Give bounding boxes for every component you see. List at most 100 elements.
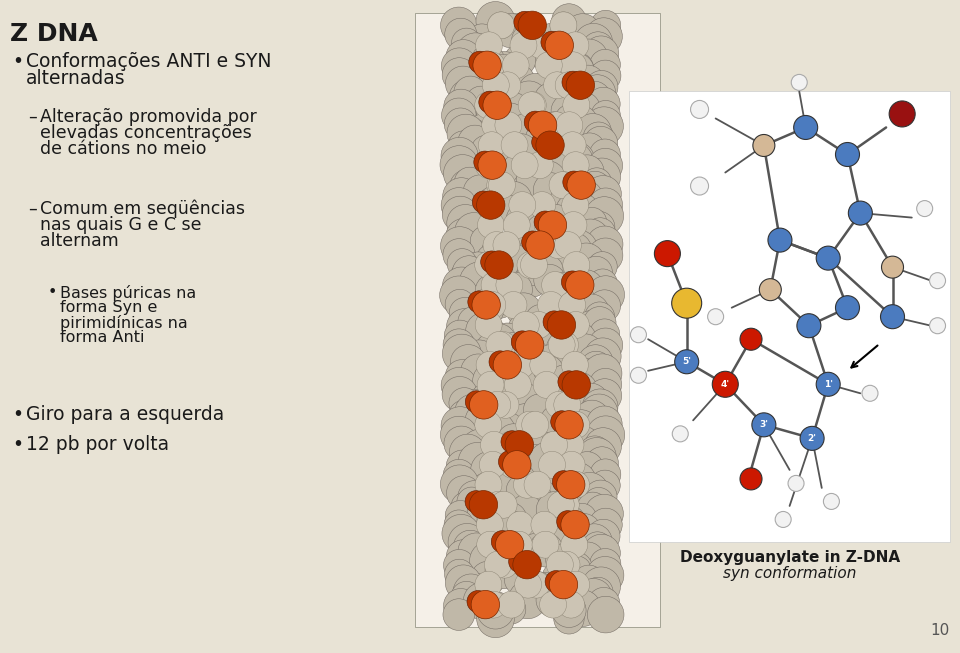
Circle shape [558, 371, 580, 393]
Circle shape [506, 201, 544, 239]
Circle shape [504, 44, 536, 76]
Circle shape [835, 142, 859, 167]
Circle shape [690, 101, 708, 118]
Circle shape [488, 554, 517, 584]
Circle shape [672, 288, 702, 318]
Circle shape [525, 311, 552, 338]
Circle shape [546, 454, 580, 487]
Circle shape [545, 63, 579, 97]
Circle shape [495, 182, 532, 218]
Circle shape [441, 227, 479, 265]
Circle shape [566, 270, 604, 307]
Circle shape [478, 132, 505, 159]
Circle shape [472, 191, 494, 213]
Circle shape [590, 10, 621, 40]
Circle shape [539, 451, 565, 478]
Circle shape [587, 276, 625, 313]
Circle shape [563, 171, 585, 193]
Circle shape [565, 106, 597, 137]
Circle shape [480, 413, 516, 448]
Text: Conformações ANTI e SYN: Conformações ANTI e SYN [26, 52, 272, 71]
Circle shape [457, 301, 490, 334]
Circle shape [588, 188, 623, 222]
Circle shape [584, 122, 613, 153]
Circle shape [455, 443, 485, 472]
Circle shape [524, 111, 546, 133]
Circle shape [482, 232, 518, 268]
Circle shape [566, 503, 597, 534]
Circle shape [534, 432, 568, 467]
Circle shape [534, 355, 564, 385]
Circle shape [493, 14, 528, 48]
Circle shape [555, 232, 582, 259]
Circle shape [759, 279, 781, 300]
Circle shape [447, 249, 477, 279]
Circle shape [752, 413, 776, 437]
Text: •: • [12, 405, 23, 424]
Circle shape [501, 245, 532, 276]
Circle shape [446, 40, 481, 74]
Circle shape [590, 459, 621, 490]
Circle shape [455, 389, 492, 426]
Circle shape [587, 416, 625, 454]
Circle shape [462, 252, 494, 285]
Circle shape [447, 131, 480, 163]
Circle shape [478, 101, 515, 138]
Circle shape [775, 511, 791, 528]
Circle shape [491, 234, 521, 265]
Circle shape [551, 172, 578, 199]
Bar [629, 91, 950, 542]
Circle shape [537, 112, 573, 148]
Text: 5': 5' [683, 357, 691, 366]
Circle shape [463, 163, 492, 193]
Circle shape [588, 379, 622, 413]
Circle shape [478, 151, 506, 180]
Circle shape [470, 226, 501, 257]
Circle shape [800, 426, 824, 451]
Circle shape [466, 312, 504, 351]
Text: forma Syn e: forma Syn e [60, 300, 157, 315]
Circle shape [449, 434, 486, 471]
Circle shape [475, 151, 502, 179]
Circle shape [483, 232, 510, 259]
Circle shape [545, 571, 567, 592]
Circle shape [444, 510, 473, 539]
Circle shape [791, 74, 807, 90]
Circle shape [529, 442, 565, 478]
Text: •: • [48, 285, 58, 300]
Circle shape [443, 334, 481, 373]
Circle shape [572, 565, 605, 598]
Circle shape [545, 544, 578, 577]
Circle shape [504, 382, 540, 418]
Circle shape [570, 452, 604, 485]
Circle shape [585, 71, 618, 103]
Circle shape [580, 394, 618, 432]
Circle shape [475, 571, 502, 598]
Circle shape [585, 480, 617, 513]
Circle shape [457, 487, 487, 517]
Circle shape [740, 328, 762, 350]
Circle shape [447, 114, 485, 152]
Circle shape [479, 91, 501, 113]
Circle shape [487, 172, 514, 199]
Text: 3': 3' [759, 421, 768, 429]
Circle shape [768, 228, 792, 252]
Circle shape [442, 368, 477, 403]
Circle shape [587, 88, 620, 121]
Circle shape [491, 323, 524, 356]
Circle shape [880, 305, 904, 328]
Circle shape [537, 23, 570, 57]
Circle shape [824, 494, 839, 509]
Circle shape [441, 416, 477, 453]
Circle shape [516, 330, 543, 359]
Circle shape [528, 111, 557, 139]
Circle shape [544, 232, 571, 259]
Circle shape [445, 360, 479, 393]
Text: alternadas: alternadas [26, 69, 126, 88]
Circle shape [557, 272, 584, 298]
Circle shape [501, 132, 528, 159]
Circle shape [488, 143, 522, 176]
Circle shape [574, 24, 612, 62]
Circle shape [589, 60, 621, 91]
Circle shape [445, 289, 475, 319]
